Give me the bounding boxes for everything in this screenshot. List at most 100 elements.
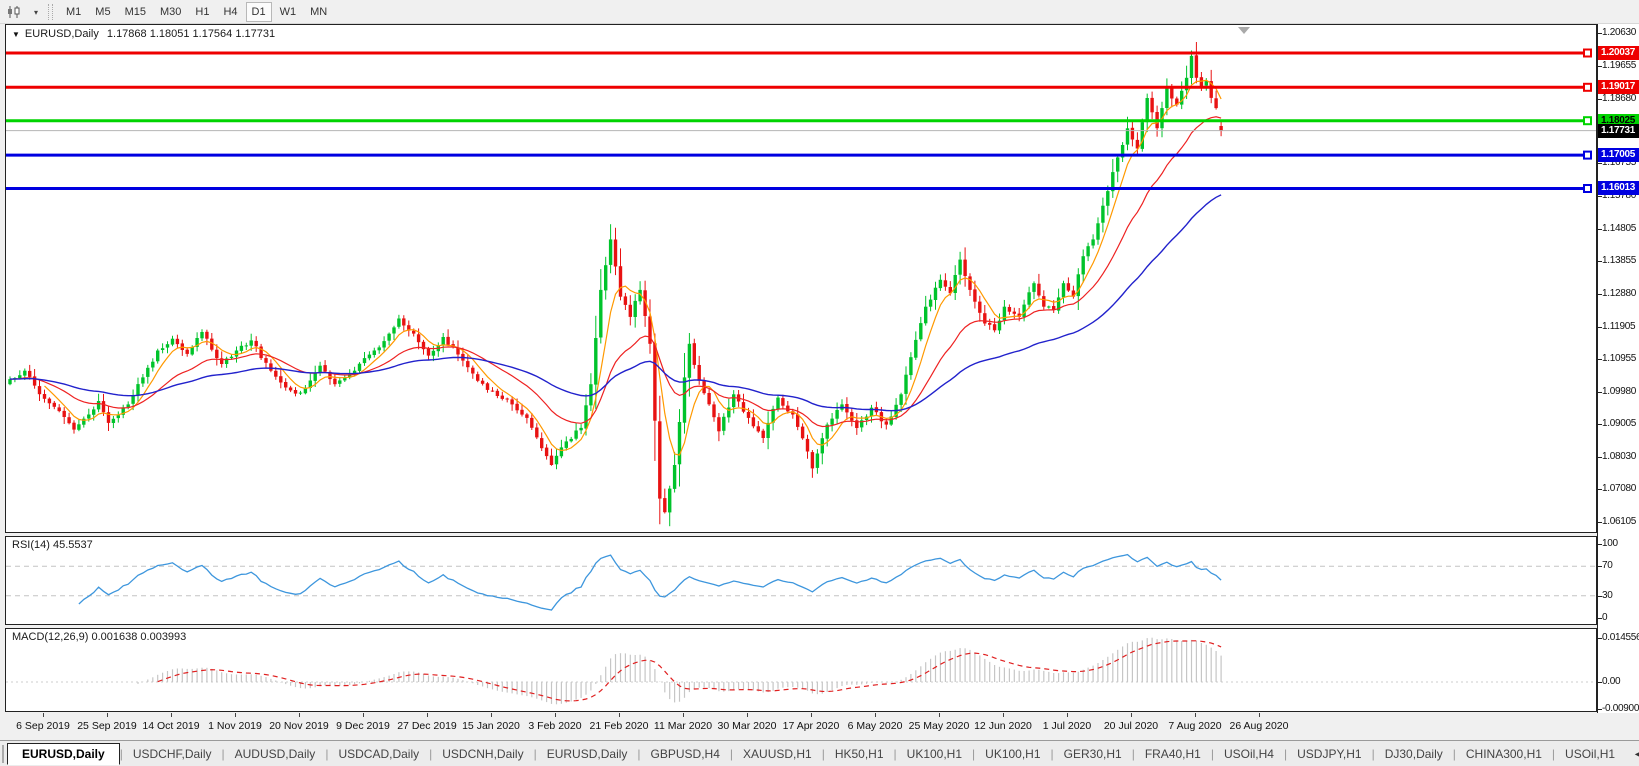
- date-axis[interactable]: 6 Sep 2019 25 Sep 2019 14 Oct 2019 1 Nov 20…: [5, 713, 1597, 740]
- date-tick-mark: [43, 713, 44, 717]
- rsi-chart: [6, 553, 1596, 611]
- price-line-label-1-17005[interactable]: 1.17005: [1598, 148, 1639, 163]
- timeframe-button-m1[interactable]: M1: [60, 2, 87, 22]
- chart-tab-hk50-h1-8[interactable]: HK50,H1: [834, 746, 884, 761]
- chart-tabs: EURUSD,Daily | USDCHF,Daily | AUDUSD,Daily | U…: [7, 742, 1625, 765]
- timeframe-button-h1[interactable]: H1: [189, 2, 215, 22]
- timeframe-button-d1[interactable]: D1: [245, 1, 272, 22]
- axis-tick-mark: [1598, 65, 1602, 67]
- axis-tick-mark: [1598, 229, 1602, 231]
- tab-divider: |: [325, 746, 329, 761]
- chart-tab-usdcnh-daily-4[interactable]: USDCNH,Daily: [442, 746, 524, 761]
- date-tick-mark: [363, 713, 364, 717]
- macd-axis-label: 0.00: [1602, 676, 1621, 687]
- date-tick-label: 12 Jun 2020: [974, 720, 1032, 732]
- rsi-axis-label: 30: [1602, 589, 1613, 601]
- chart-tab-usoil-h4-13[interactable]: USOil,H4: [1223, 746, 1274, 761]
- date-tick-label: 25 Sep 2019: [77, 720, 137, 732]
- date-tick-mark: [619, 713, 620, 717]
- date-tick-label: 6 May 2020: [847, 720, 903, 732]
- date-tick-label: 27 Dec 2019: [397, 720, 457, 732]
- axis-tick-mark: [1598, 544, 1602, 545]
- chart-tab-eurusd-daily-0[interactable]: EURUSD,Daily: [7, 742, 120, 765]
- axis-tick-mark: [1598, 489, 1602, 491]
- macd-axis-label: -0.009001: [1602, 703, 1639, 715]
- chart-title: ▼ EURUSD,Daily 1.17868 1.18051 1.17564 1.1…: [12, 28, 275, 40]
- chart-tab-uk100-h1-9[interactable]: UK100,H1: [906, 746, 963, 761]
- price-tick-label: 1.06105: [1602, 516, 1637, 528]
- chart-tab-eurusd-daily-5[interactable]: EURUSD,Daily: [546, 746, 628, 761]
- timeframe-button-m30[interactable]: M30: [154, 2, 187, 22]
- macd-indicator-panel[interactable]: MACD(12,26,9) 0.001638 0.003993: [5, 628, 1597, 712]
- axis-tick-mark: [1598, 358, 1602, 360]
- axis-tick-mark: [1598, 566, 1602, 568]
- price-line-label-1-20037[interactable]: 1.20037: [1598, 45, 1639, 60]
- timeframe-button-w1[interactable]: W1: [274, 2, 303, 22]
- chart-tab-usdchf-daily-1[interactable]: USDCHF,Daily: [132, 746, 212, 761]
- tab-scroll-left-icon[interactable]: ◄: [1633, 749, 1639, 759]
- chart-tab-gbpusd-h4-6[interactable]: GBPUSD,H4: [650, 746, 720, 761]
- timeframe-button-m5[interactable]: M5: [89, 2, 116, 22]
- chart-tab-usdjpy-h1-14[interactable]: USDJPY,H1: [1297, 746, 1362, 761]
- collapse-arrow-icon[interactable]: ▼: [12, 30, 20, 39]
- tab-divider: |: [1551, 746, 1556, 761]
- price-tick-label: 1.11905: [1602, 320, 1636, 332]
- candlestick-chart-icon: [8, 5, 20, 18]
- date-tick-mark: [107, 713, 108, 717]
- tab-scroll-buttons: ◄ ►: [1625, 749, 1639, 759]
- tab-divider: |: [429, 746, 433, 761]
- chart-tab-fra40-h1-12[interactable]: FRA40,H1: [1144, 746, 1201, 761]
- toolbar-grip: [48, 3, 53, 20]
- price-axis[interactable]: 1.20630 1.19655 1.18680 1.16755 1.15780 1.148…: [1597, 24, 1639, 715]
- chart-tab-uk100-h1-10[interactable]: UK100,H1: [985, 746, 1041, 761]
- macd-chart: [6, 637, 1596, 705]
- macd-axis-label: 0.014556: [1602, 632, 1639, 644]
- axis-tick-mark: [1598, 261, 1602, 263]
- price-tick-label: 1.07080: [1602, 483, 1637, 495]
- tab-divider: |: [1131, 746, 1135, 761]
- chart-type-dropdown[interactable]: ▾: [29, 2, 43, 22]
- chart-shift-marker[interactable]: [1237, 27, 1250, 34]
- chart-type-button[interactable]: [1, 2, 27, 22]
- tab-divider: |: [1210, 746, 1214, 761]
- rsi-indicator-panel[interactable]: RSI(14) 45.5537: [5, 536, 1597, 625]
- tab-divider: |: [1050, 746, 1054, 761]
- date-tick-label: 14 Oct 2019: [142, 720, 200, 732]
- date-tick-mark: [235, 713, 236, 717]
- chart-symbol: EURUSD,Daily: [24, 28, 99, 40]
- axis-tick-mark: [1598, 618, 1602, 619]
- price-line-label-1-17731[interactable]: 1.17731: [1598, 123, 1639, 138]
- timeframe-button-m15[interactable]: M15: [119, 2, 152, 22]
- candlestick-chart[interactable]: [6, 25, 1596, 532]
- timeframe-button-mn[interactable]: MN: [304, 2, 333, 22]
- date-tick-mark: [875, 713, 876, 717]
- axis-tick-mark: [1598, 638, 1602, 640]
- date-tick-label: 25 May 2020: [908, 720, 970, 732]
- price-tick-label: 1.09005: [1602, 418, 1637, 430]
- date-tick-mark: [811, 713, 812, 717]
- date-tick-mark: [1195, 713, 1196, 717]
- axis-tick-mark: [1598, 163, 1602, 165]
- main-chart-panel[interactable]: ▼ EURUSD,Daily 1.17868 1.18051 1.17564 1.1…: [5, 24, 1597, 533]
- chart-tab-xauusd-h1-7[interactable]: XAUUSD,H1: [743, 746, 812, 761]
- chart-tab-audusd-daily-2[interactable]: AUDUSD,Daily: [234, 746, 316, 761]
- price-tick-label: 1.12880: [1602, 287, 1637, 299]
- axis-tick-mark: [1598, 424, 1602, 426]
- price-tick-label: 1.13855: [1602, 255, 1637, 267]
- price-line-label-1-16013[interactable]: 1.16013: [1598, 181, 1639, 196]
- price-line-label-1-19017[interactable]: 1.19017: [1598, 80, 1639, 95]
- chart-tab-usoil-h1-17[interactable]: USOil,H1: [1565, 746, 1616, 761]
- date-tick-mark: [683, 713, 684, 717]
- date-tick-label: 30 Mar 2020: [717, 720, 777, 732]
- chart-tab-china300-h1-16[interactable]: CHINA300,H1: [1465, 746, 1542, 761]
- chart-tab-bar: EURUSD,Daily | USDCHF,Daily | AUDUSD,Daily | U…: [0, 740, 1639, 766]
- chart-tab-ger30-h1-11[interactable]: GER30,H1: [1063, 746, 1122, 761]
- tab-divider: |: [1283, 746, 1288, 761]
- date-tick-mark: [491, 713, 492, 717]
- axis-tick-mark: [1598, 326, 1602, 328]
- chart-tab-dj30-daily-15[interactable]: DJ30,Daily: [1384, 746, 1443, 761]
- date-tick-label: 26 Aug 2020: [1229, 720, 1289, 732]
- timeframe-button-h4[interactable]: H4: [217, 2, 243, 22]
- chart-tab-usdcad-daily-3[interactable]: USDCAD,Daily: [338, 746, 420, 761]
- date-tick-mark: [427, 713, 428, 717]
